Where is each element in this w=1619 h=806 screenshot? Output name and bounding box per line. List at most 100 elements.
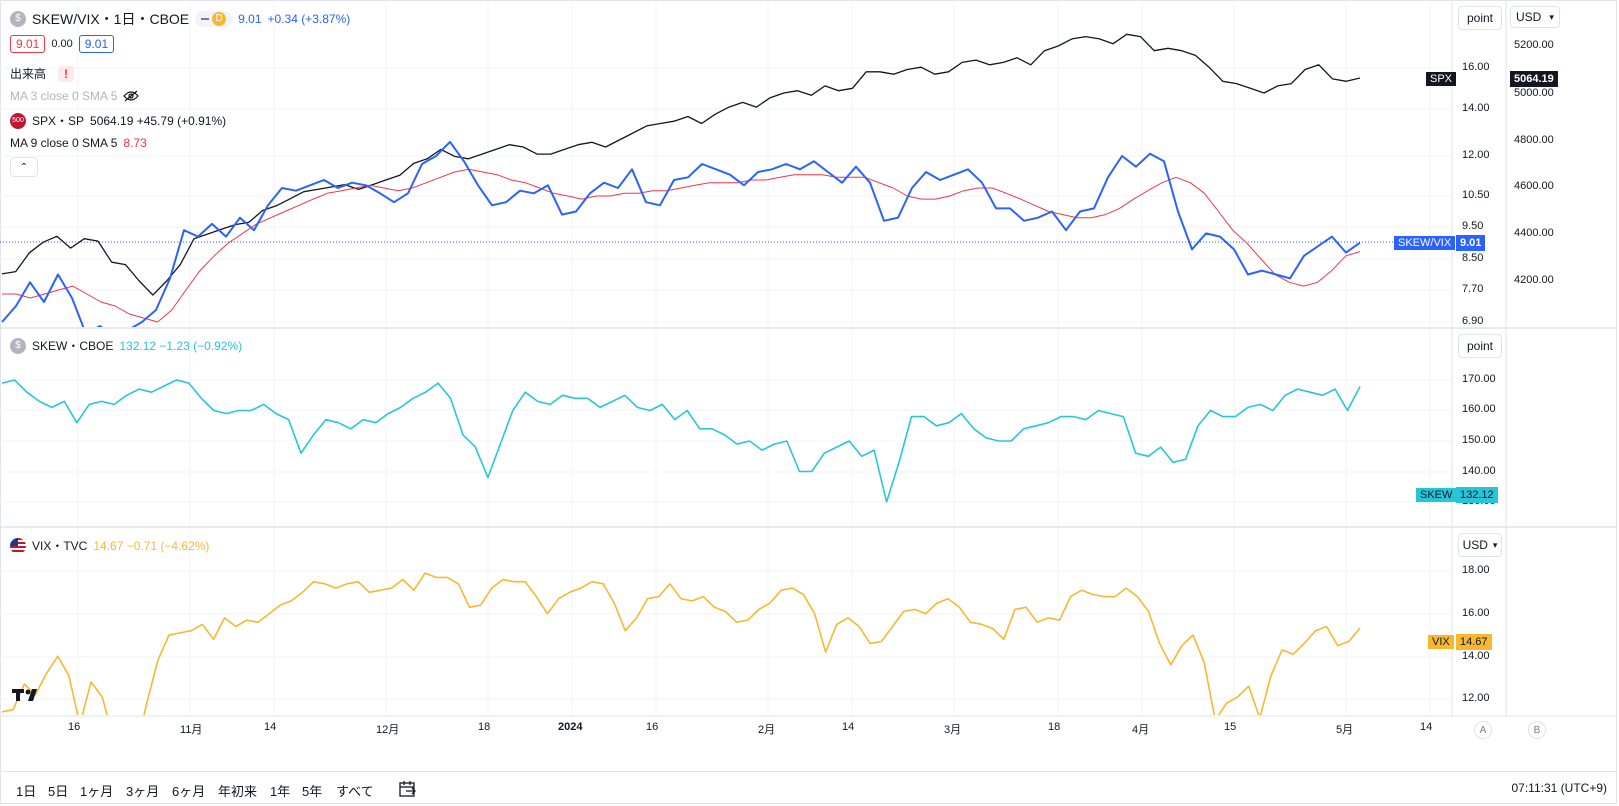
skew-tick: 160.00 — [1462, 403, 1496, 415]
skew-tag: SKEW — [1416, 488, 1457, 502]
spx-legend[interactable]: 500 SPX・SP 5064.19 +45.79 (+0.91%) — [10, 112, 226, 129]
range-button-4[interactable]: 6ヶ月 — [172, 784, 206, 799]
main-right-tick: 4400.00 — [1514, 227, 1554, 239]
series-layer — [1, 33, 1361, 763]
main-last: 9.01 — [238, 12, 262, 26]
spx-symbol-icon: 500 — [10, 112, 26, 129]
skewvix-tag: SKEW/VIX — [1394, 236, 1456, 250]
vix-value: 14.67 −0.71 (−4.62%) — [93, 538, 210, 553]
bid-ask-row: 9.01 0.00 9.01 — [10, 35, 115, 53]
range-button-2[interactable]: 1ヶ月 — [80, 784, 114, 799]
bid-chip[interactable]: 9.01 — [10, 35, 46, 53]
clock[interactable]: 07:11:31 (UTC+9) — [1511, 781, 1608, 795]
main-legend: $ SKEW/VIX・1日・CBOE D 9.01 +0.34 (+3.87%) — [10, 9, 350, 29]
chevron-down-icon: ▾ — [1492, 539, 1498, 550]
tradingview-logo[interactable] — [12, 686, 44, 702]
spx-line[interactable] — [1, 33, 1361, 296]
range-button-5[interactable]: 年初来 — [218, 784, 258, 799]
spx-tag: SPX — [1426, 72, 1457, 86]
grid-lines — [0, 0, 1452, 716]
bottom-toolbar: 1日 5日 1ヶ月 3ヶ月 6ヶ月 年初来 1年 5年 すべて 07:11:31 (UTC+9) — [0, 771, 1617, 805]
time-tick: 2024 — [558, 721, 583, 733]
skew-label: SKEW・CBOE — [32, 339, 114, 353]
spx-value: 5064.19 +45.79 (+0.91%) — [90, 113, 227, 128]
time-tick: 11月 — [180, 724, 203, 736]
skew-symbol-icon: $ — [10, 337, 26, 354]
vix-tick: 12.00 — [1462, 692, 1490, 704]
volume-label: 出来高 — [10, 67, 47, 81]
skewvix-tag-value: 9.01 — [1456, 235, 1486, 251]
range-button-1[interactable]: 5日 — [48, 784, 69, 799]
time-tick: 14 — [842, 721, 855, 733]
log-scale-button[interactable]: B — [1528, 721, 1546, 739]
symbol-logo-icon: $ — [10, 11, 26, 27]
time-tick: 2月 — [758, 724, 776, 736]
main-right-tick: 4600.00 — [1514, 180, 1554, 192]
vix-tag-value: 14.67 — [1456, 634, 1492, 650]
volume-legend[interactable]: 出来高 ! — [10, 65, 75, 82]
interval-badge[interactable]: D — [195, 11, 233, 27]
eye-hidden-icon[interactable] — [123, 90, 140, 102]
vix-tick: 14.00 — [1462, 650, 1490, 662]
skew-tick: 150.00 — [1462, 434, 1496, 446]
vix-currency-button[interactable]: USD ▾ — [1458, 533, 1502, 557]
skew-tick: 140.00 — [1462, 465, 1496, 477]
interval-d: D — [212, 12, 227, 26]
ma9-legend[interactable]: MA 9 close 0 SMA 5 8.73 — [10, 136, 147, 150]
range-button-3[interactable]: 3ヶ月 — [126, 784, 160, 799]
ma9-line[interactable] — [2, 168, 1361, 323]
time-tick: 14 — [264, 721, 277, 733]
main-right-tick: 5000.00 — [1514, 87, 1554, 99]
warning-icon[interactable]: ! — [58, 65, 75, 82]
time-tick: 15 — [1224, 721, 1237, 733]
time-tick: 3月 — [944, 724, 962, 736]
main-scale-mode-button[interactable]: point — [1458, 6, 1502, 30]
range-button-0[interactable]: 1日 — [16, 784, 37, 799]
main-left-tick: 10.50 — [1462, 189, 1490, 201]
time-tick: 16 — [646, 721, 659, 733]
vix-tag: VIX — [1428, 635, 1454, 649]
minus-icon — [201, 18, 210, 20]
skew-tick: 170.00 — [1462, 373, 1496, 385]
main-left-tick: 7.70 — [1462, 283, 1484, 295]
skew-scale-mode-button[interactable]: point — [1458, 334, 1502, 358]
main-currency-button[interactable]: USD ▾ — [1510, 6, 1560, 28]
time-tick: 18 — [1048, 721, 1061, 733]
ma3-legend[interactable]: MA 3 close 0 SMA 5 — [10, 89, 140, 103]
skew-scale-mode-text: point — [1466, 339, 1494, 353]
ask-chip[interactable]: 9.01 — [78, 35, 115, 53]
main-left-tick: 16.00 — [1462, 61, 1490, 73]
main-right-tick: 4200.00 — [1514, 274, 1554, 286]
range-button-6[interactable]: 1年 — [270, 784, 291, 799]
main-right-tick: 4800.00 — [1514, 134, 1554, 146]
vix-line[interactable] — [1, 572, 1361, 763]
skewvix-line[interactable] — [1, 140, 1361, 338]
chevron-up-icon: ⌃ — [19, 161, 29, 173]
time-tick: 18 — [478, 721, 491, 733]
spx-tag-value: 5064.19 — [1510, 71, 1558, 87]
vix-tick: 18.00 — [1462, 564, 1490, 576]
main-left-tick: 9.50 — [1462, 220, 1484, 232]
us-flag-icon — [10, 537, 26, 554]
skew-legend[interactable]: $ SKEW・CBOE 132.12 −1.23 (−0.92%) — [10, 337, 242, 354]
range-button-8[interactable]: すべて — [336, 784, 374, 799]
spx-label: SPX・SP — [32, 114, 85, 128]
auto-scale-button[interactable]: A — [1474, 721, 1492, 739]
main-left-tick: 8.50 — [1462, 252, 1484, 264]
main-right-tick: 5200.00 — [1514, 39, 1554, 51]
range-button-7[interactable]: 5年 — [302, 784, 323, 799]
main-symbol-title[interactable]: SKEW/VIX・1日・CBOE — [32, 11, 190, 27]
main-currency-text: USD — [1516, 10, 1542, 24]
skew-value: 132.12 −1.23 (−0.92%) — [119, 338, 243, 353]
vix-legend[interactable]: VIX・TVC 14.67 −0.71 (−4.62%) — [10, 537, 209, 554]
time-tick: 4月 — [1132, 724, 1150, 736]
main-left-tick: 12.00 — [1462, 149, 1490, 161]
collapse-legend-button[interactable]: ⌃ — [10, 157, 38, 177]
main-scale-mode-text: point — [1466, 11, 1494, 25]
calendar-goto-icon[interactable] — [398, 780, 418, 798]
vix-currency-text: USD — [1462, 538, 1488, 552]
chevron-down-icon: ▾ — [1549, 11, 1554, 22]
skew-line[interactable] — [1, 379, 1361, 503]
